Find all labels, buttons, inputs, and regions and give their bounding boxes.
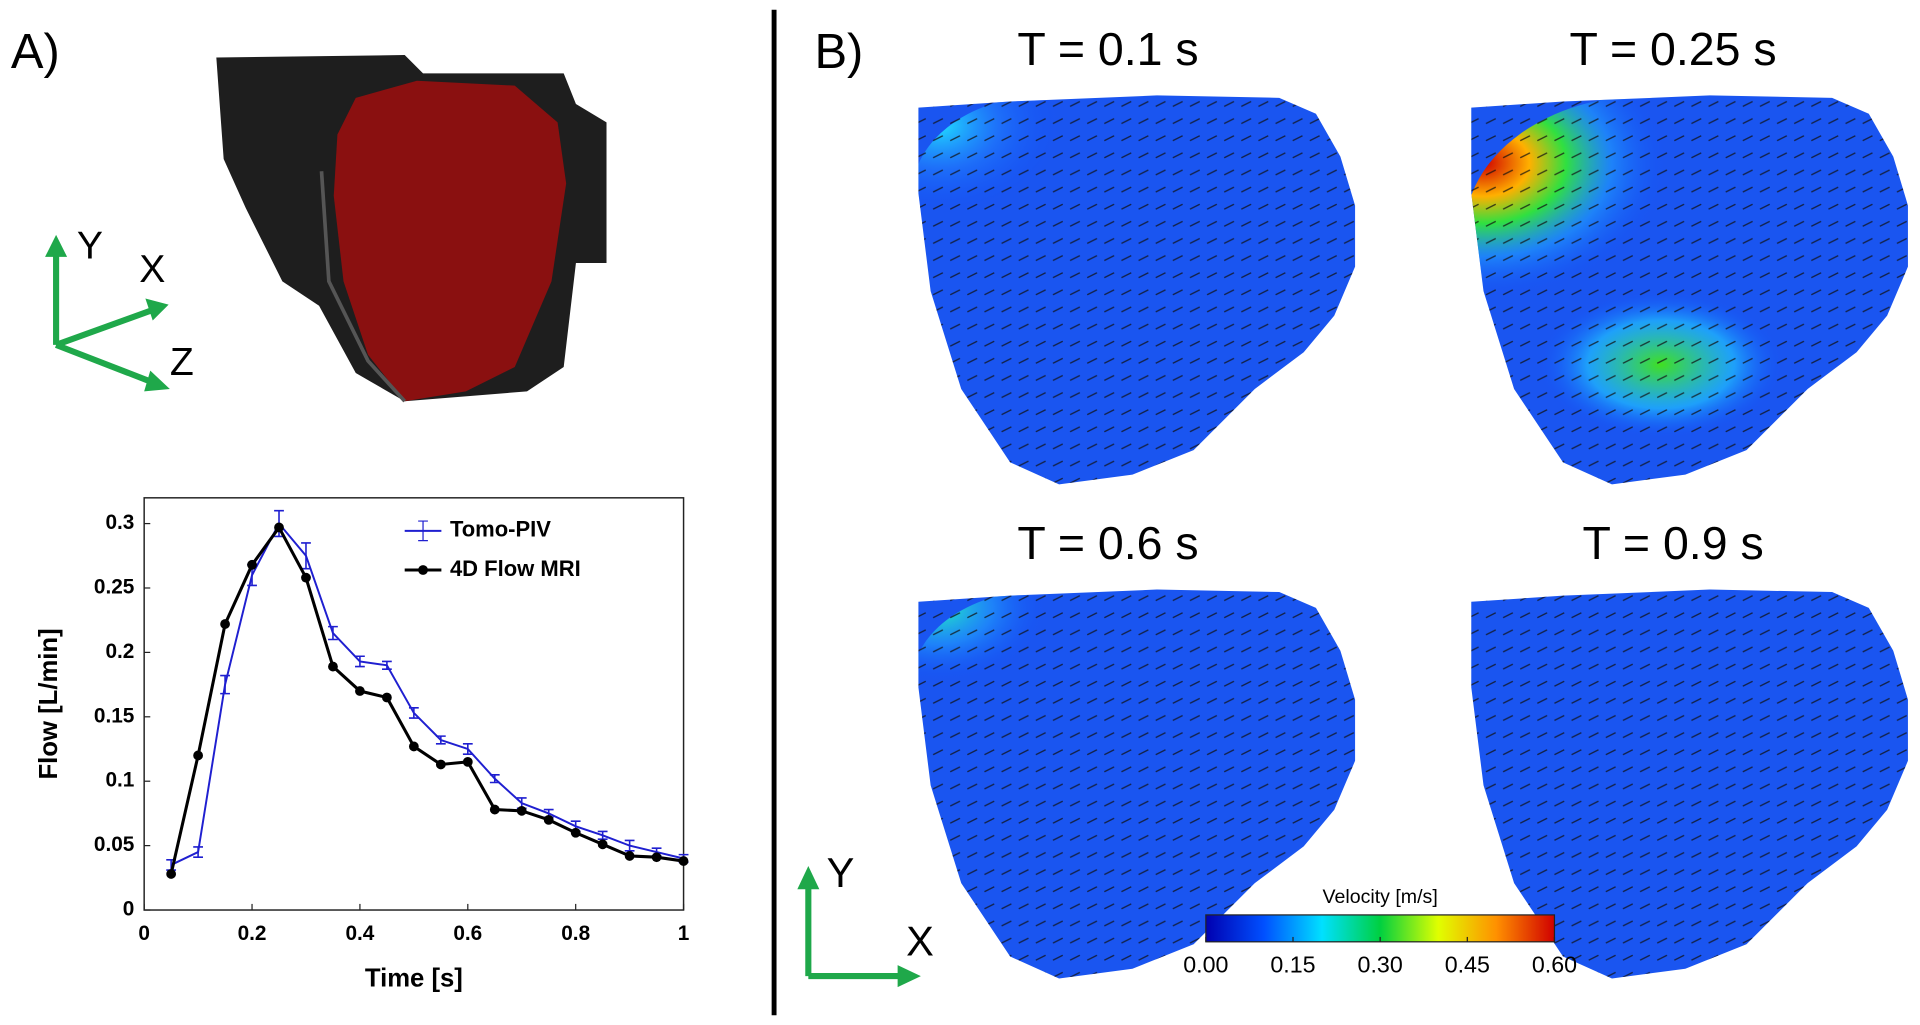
snapshot-title: T = 0.25 s bbox=[1570, 23, 1777, 75]
snapshot-title: T = 0.1 s bbox=[1017, 23, 1198, 75]
hotspots bbox=[918, 95, 1356, 485]
axis-letter: X bbox=[139, 248, 165, 291]
hotspots bbox=[1471, 95, 1908, 485]
colorbar: Velocity [m/s] 0.00 0.15 0.30 0.45 0.60 bbox=[1183, 886, 1577, 977]
data-point bbox=[516, 805, 527, 816]
error-bar bbox=[408, 706, 419, 719]
data-point bbox=[435, 759, 446, 770]
data-point bbox=[328, 661, 338, 672]
colorbar-title: Velocity [m/s] bbox=[1323, 886, 1438, 908]
legend-label: 4D Flow MRI bbox=[450, 556, 581, 581]
axes-2d bbox=[797, 865, 921, 988]
vector-field bbox=[1471, 95, 1908, 485]
axis-letter: Y bbox=[77, 225, 103, 268]
colorbar-tick-label: 0.15 bbox=[1270, 951, 1315, 977]
colorbar-tick-label: 0.45 bbox=[1445, 951, 1490, 977]
snapshot-title: T = 0.9 s bbox=[1582, 517, 1763, 569]
colorbar-tick-label: 0.60 bbox=[1532, 951, 1577, 977]
heart-model bbox=[216, 55, 607, 403]
x-tick-label: 0.4 bbox=[345, 922, 374, 945]
y-tick-label: 0.3 bbox=[105, 511, 134, 534]
y-axis-label: Flow [L/min] bbox=[35, 628, 63, 779]
data-point bbox=[220, 619, 230, 629]
y-tick-label: 0.25 bbox=[94, 575, 134, 598]
error-bar bbox=[489, 773, 500, 784]
axis-letter: X bbox=[906, 917, 934, 964]
data-point bbox=[247, 559, 257, 570]
legend-marker bbox=[418, 565, 428, 575]
axes-3d bbox=[45, 234, 170, 392]
data-point bbox=[489, 804, 500, 815]
data-point bbox=[624, 851, 635, 861]
axis-letter: Z bbox=[170, 341, 194, 384]
velocity-fields: T = 0.1 s T = 0.25 s T = 0.6 s T = 0.9 s bbox=[918, 23, 1908, 979]
error-bar bbox=[328, 625, 338, 641]
y-tick-label: 0.15 bbox=[94, 704, 134, 727]
error-bar bbox=[462, 743, 473, 755]
snapshot-title: T = 0.6 s bbox=[1017, 517, 1198, 569]
axis-letter: Y bbox=[827, 849, 855, 896]
x-tick-label: 0.2 bbox=[238, 922, 267, 945]
error-bar bbox=[597, 830, 608, 840]
y-tick-label: 0.2 bbox=[105, 640, 134, 663]
vector-field bbox=[918, 95, 1356, 485]
data-point bbox=[651, 852, 662, 863]
data-point bbox=[166, 869, 177, 879]
data-point bbox=[193, 750, 203, 761]
error-bar bbox=[193, 846, 203, 859]
error-bar bbox=[382, 660, 392, 670]
colorbar-tick-label: 0.00 bbox=[1183, 951, 1228, 977]
data-point bbox=[543, 814, 554, 825]
data-point bbox=[678, 856, 689, 866]
error-bar bbox=[435, 735, 446, 745]
data-point bbox=[597, 839, 608, 850]
error-bar bbox=[355, 655, 365, 668]
error-bar bbox=[624, 839, 635, 852]
panel-label: B) bbox=[814, 25, 863, 79]
velocity-map bbox=[918, 95, 1356, 485]
data-point bbox=[382, 692, 392, 703]
data-point bbox=[462, 756, 473, 767]
y-tick-label: 0 bbox=[123, 898, 135, 921]
x-tick-label: 0 bbox=[138, 922, 150, 945]
panel-label: A) bbox=[11, 25, 60, 79]
data-point bbox=[274, 522, 284, 533]
legend-marker bbox=[418, 520, 428, 542]
colorbar-tick-label: 0.30 bbox=[1358, 951, 1403, 977]
y-tick-label: 0.05 bbox=[94, 833, 134, 856]
data-point bbox=[355, 686, 365, 696]
data-point bbox=[570, 827, 581, 838]
legend-label: Tomo-PIV bbox=[450, 517, 551, 542]
y-tick-label: 0.1 bbox=[105, 769, 134, 792]
data-point bbox=[301, 572, 311, 583]
x-tick-label: 0.6 bbox=[453, 922, 482, 945]
error-bar bbox=[220, 674, 230, 695]
velocity-map bbox=[1471, 95, 1908, 485]
data-point bbox=[408, 741, 419, 752]
x-tick-label: 0.8 bbox=[561, 922, 590, 945]
flow-chart: 0 0.05 0.1 0.15 0.2 0.25 0.3 0 0.2 0.4 0.6 0.8 1 Time… bbox=[35, 497, 690, 993]
x-axis-label: Time [s] bbox=[365, 965, 463, 993]
x-tick-label: 1 bbox=[678, 922, 690, 945]
